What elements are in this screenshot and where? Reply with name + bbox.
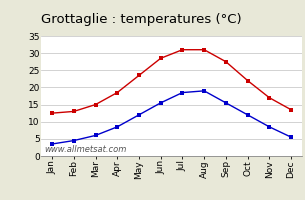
Text: Grottaglie : temperatures (°C): Grottaglie : temperatures (°C) <box>41 13 242 26</box>
Text: www.allmetsat.com: www.allmetsat.com <box>44 145 126 154</box>
